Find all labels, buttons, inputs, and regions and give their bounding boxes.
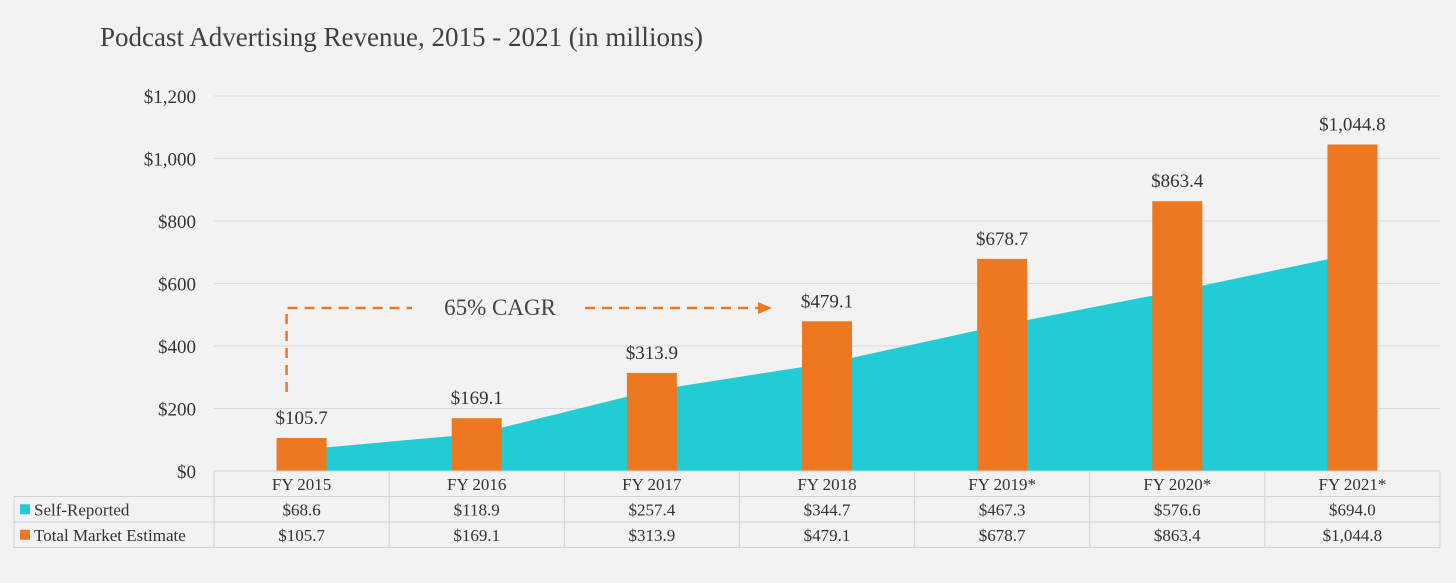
- bar-data-label: $863.4: [1151, 171, 1204, 192]
- total-market-bar: [626, 372, 677, 471]
- legend-key-self-reported: [20, 504, 30, 515]
- total-market-bar: [1152, 201, 1203, 471]
- table-cell: $467.3: [979, 500, 1026, 519]
- cagr-arrow-head: [758, 302, 772, 314]
- y-tick-label: $400: [158, 337, 196, 358]
- table-cell: $105.7: [278, 526, 325, 545]
- total-market-bar: [276, 437, 327, 471]
- table-cell: $169.1: [453, 526, 500, 545]
- y-tick-label: $600: [158, 275, 196, 296]
- total-market-bar: [977, 258, 1028, 471]
- total-market-bar: [451, 418, 502, 471]
- bar-data-label: $313.9: [626, 343, 678, 364]
- table-cell: $863.4: [1154, 526, 1201, 545]
- table-cell: $479.1: [804, 526, 851, 545]
- grid-layer: $0 $200 $400 $600 $800 $1,000 $1,200: [144, 87, 1440, 483]
- category-label: FY 2015: [272, 475, 331, 494]
- total-market-bar: [1327, 144, 1378, 471]
- table-cell: $68.6: [282, 500, 320, 519]
- y-tick-label: $200: [158, 400, 196, 421]
- table-cell: $694.0: [1329, 500, 1376, 519]
- data-table: FY 2015 FY 2016 FY 2017 FY 2018 FY 2019* FY 2…: [13, 470, 1441, 548]
- bar-data-label: $678.7: [976, 229, 1028, 250]
- legend-label: Total Market Estimate: [34, 526, 186, 545]
- table-cell: $1,044.8: [1323, 526, 1383, 545]
- total-market-bar: [802, 321, 852, 471]
- bar-data-label: $169.1: [451, 388, 503, 409]
- y-tick-label: $1,200: [144, 87, 196, 108]
- chart-title: Podcast Advertising Revenue, 2015 - 2021…: [100, 22, 703, 52]
- cagr-annotation-text: 65% CAGR: [444, 295, 556, 320]
- table-cell: $313.9: [628, 526, 675, 545]
- category-label: FY 2016: [447, 475, 506, 494]
- category-label: FY 2018: [797, 475, 856, 494]
- category-label: FY 2019*: [968, 475, 1036, 494]
- table-cell: $257.4: [628, 500, 675, 519]
- table-cell: $118.9: [454, 500, 500, 519]
- y-tick-label: $800: [158, 212, 196, 233]
- bar-layer: $105.7 $169.1 $313.9 $479.1 $678.7 $863.4 $1,0…: [275, 115, 1386, 471]
- y-tick-label: $1,000: [144, 150, 196, 171]
- bar-data-label: $105.7: [275, 408, 327, 429]
- self-reported-area: [301, 254, 1353, 471]
- bar-data-label: $479.1: [801, 291, 853, 312]
- cagr-arrow-start: [285, 306, 412, 392]
- table-cell: $344.7: [804, 500, 851, 519]
- table-cell: $678.7: [979, 526, 1026, 545]
- annotation-layer: 65% CAGR: [285, 295, 772, 392]
- bar-data-label: $1,044.8: [1319, 115, 1386, 136]
- category-label: FY 2020*: [1143, 475, 1211, 494]
- category-label: FY 2021*: [1318, 475, 1386, 494]
- legend-label: Self-Reported: [34, 500, 130, 519]
- table-cell: $576.6: [1154, 500, 1201, 519]
- category-label: FY 2017: [622, 475, 682, 494]
- y-tick-label: $0: [177, 462, 196, 483]
- legend-key-total-market: [20, 529, 30, 540]
- area-layer: [301, 254, 1353, 471]
